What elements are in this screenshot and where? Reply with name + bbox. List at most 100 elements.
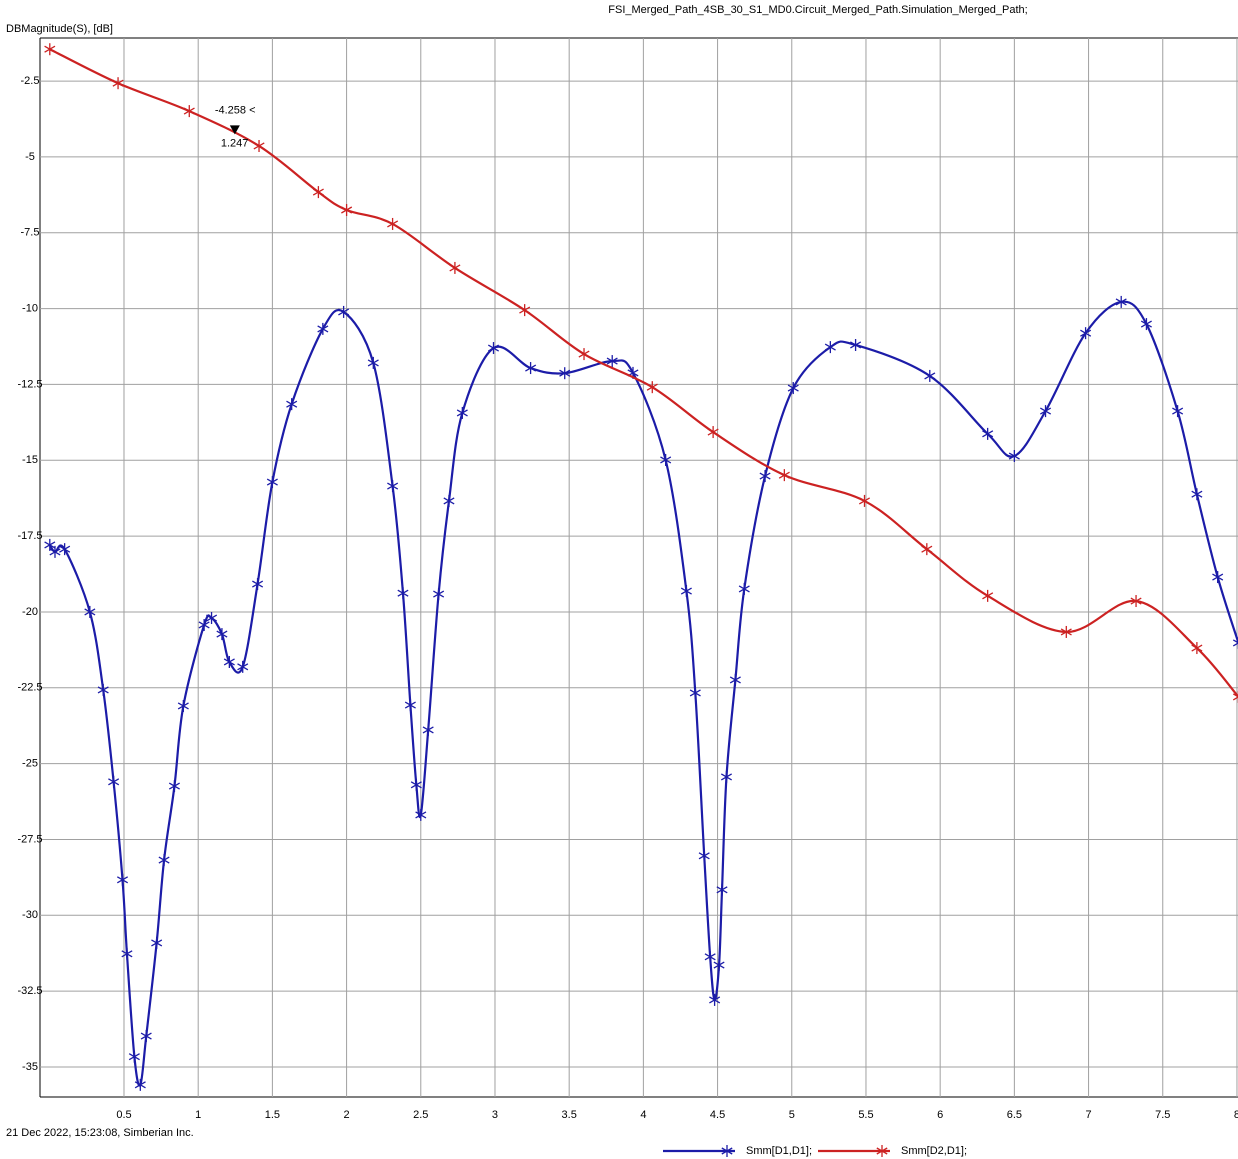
point-marker	[1232, 690, 1238, 703]
point-marker	[140, 1030, 152, 1043]
marker-stroke	[525, 364, 537, 372]
marker-stroke	[223, 658, 235, 666]
marker-stroke	[128, 1053, 140, 1061]
marker-stroke	[1212, 573, 1224, 581]
point-marker	[422, 723, 434, 736]
marker-stroke	[404, 701, 416, 709]
point-marker	[924, 369, 936, 382]
point-marker	[206, 612, 218, 625]
x-tick-label: 8	[1234, 1109, 1238, 1121]
marker-stroke	[721, 1147, 733, 1155]
y-tick-label: -27.5	[17, 833, 42, 845]
marker-stroke	[108, 778, 120, 786]
point-marker	[1040, 405, 1052, 418]
x-tick-label: 4	[640, 1109, 646, 1121]
marker-stroke	[578, 350, 590, 358]
point-marker	[168, 780, 180, 793]
marker-stroke	[158, 856, 170, 864]
y-tick-label: -7.5	[21, 227, 40, 239]
y-tick-label: -22.5	[17, 682, 42, 694]
point-marker	[312, 186, 324, 199]
marker-stroke	[456, 409, 468, 417]
marker-stroke	[982, 592, 994, 600]
marker-stroke	[713, 961, 725, 969]
marker-stroke	[1232, 642, 1238, 647]
x-tick-label: 3.5	[562, 1109, 577, 1121]
marker-stroke	[1191, 644, 1203, 652]
marker-x-label: 1.247	[221, 137, 249, 149]
marker-stroke	[1040, 407, 1052, 415]
marker-stroke	[206, 614, 218, 622]
x-tick-label: 5	[789, 1109, 795, 1121]
marker-stroke	[253, 142, 265, 150]
marker-stroke	[824, 343, 836, 351]
marker-stroke	[44, 541, 56, 549]
point-marker	[286, 398, 298, 411]
point-marker	[252, 578, 264, 591]
point-marker	[151, 936, 163, 949]
point-marker	[1060, 625, 1072, 638]
point-marker	[266, 476, 278, 489]
marker-stroke	[1140, 320, 1152, 328]
x-tick-label: 5.5	[858, 1109, 873, 1121]
marker-stroke	[921, 545, 933, 553]
point-marker	[519, 304, 531, 317]
marker-stroke	[704, 953, 716, 961]
point-marker	[404, 699, 416, 712]
marker-stroke	[787, 384, 799, 392]
point-marker	[177, 699, 189, 712]
point-marker	[128, 1050, 140, 1063]
point-marker	[84, 605, 96, 618]
marker-stroke	[716, 886, 728, 894]
marker-stroke	[121, 950, 133, 958]
x-tick-label: 0.5	[116, 1109, 131, 1121]
series-line	[48, 300, 1238, 1087]
point-marker	[253, 139, 265, 152]
point-marker	[1080, 327, 1092, 340]
point-marker	[525, 362, 537, 375]
point-marker	[449, 261, 461, 274]
point-marker	[433, 588, 445, 601]
marker-stroke	[519, 306, 531, 314]
point-marker	[410, 778, 422, 791]
point-marker	[680, 585, 692, 598]
marker-stroke	[487, 344, 500, 352]
marker-stroke	[858, 497, 871, 505]
marker-stroke	[252, 580, 264, 588]
marker-stroke	[720, 773, 733, 781]
marker-stroke	[660, 456, 672, 464]
marker-stroke	[168, 782, 180, 790]
marker-stroke	[982, 430, 994, 438]
point-marker	[759, 470, 771, 483]
marker-stroke	[433, 590, 445, 598]
point-marker	[1191, 488, 1203, 501]
point-marker	[716, 883, 728, 896]
point-marker	[183, 105, 195, 118]
point-marker	[982, 427, 994, 440]
x-tick-label: 1	[195, 1109, 201, 1121]
marker-stroke	[151, 939, 163, 947]
marker-stroke	[317, 325, 329, 333]
point-marker	[44, 43, 56, 56]
point-marker	[134, 1078, 146, 1091]
point-marker	[689, 686, 701, 699]
point-marker	[97, 683, 109, 696]
point-marker	[1130, 595, 1142, 608]
point-marker	[559, 367, 571, 380]
point-marker	[876, 1145, 888, 1157]
y-tick-label: -5	[25, 151, 35, 163]
marker-stroke	[698, 852, 710, 860]
point-marker	[713, 959, 725, 972]
point-marker	[112, 77, 124, 90]
y-tick-label: -12.5	[17, 378, 42, 390]
point-marker	[578, 348, 590, 361]
point-marker	[237, 660, 249, 673]
marker-stroke	[341, 206, 353, 214]
marker-stroke	[689, 689, 701, 697]
point-marker	[858, 494, 871, 507]
point-marker	[387, 480, 399, 493]
marker-stroke	[140, 1032, 152, 1040]
marker-stroke	[738, 585, 750, 593]
marker-stroke	[49, 548, 61, 556]
point-marker	[824, 341, 836, 354]
